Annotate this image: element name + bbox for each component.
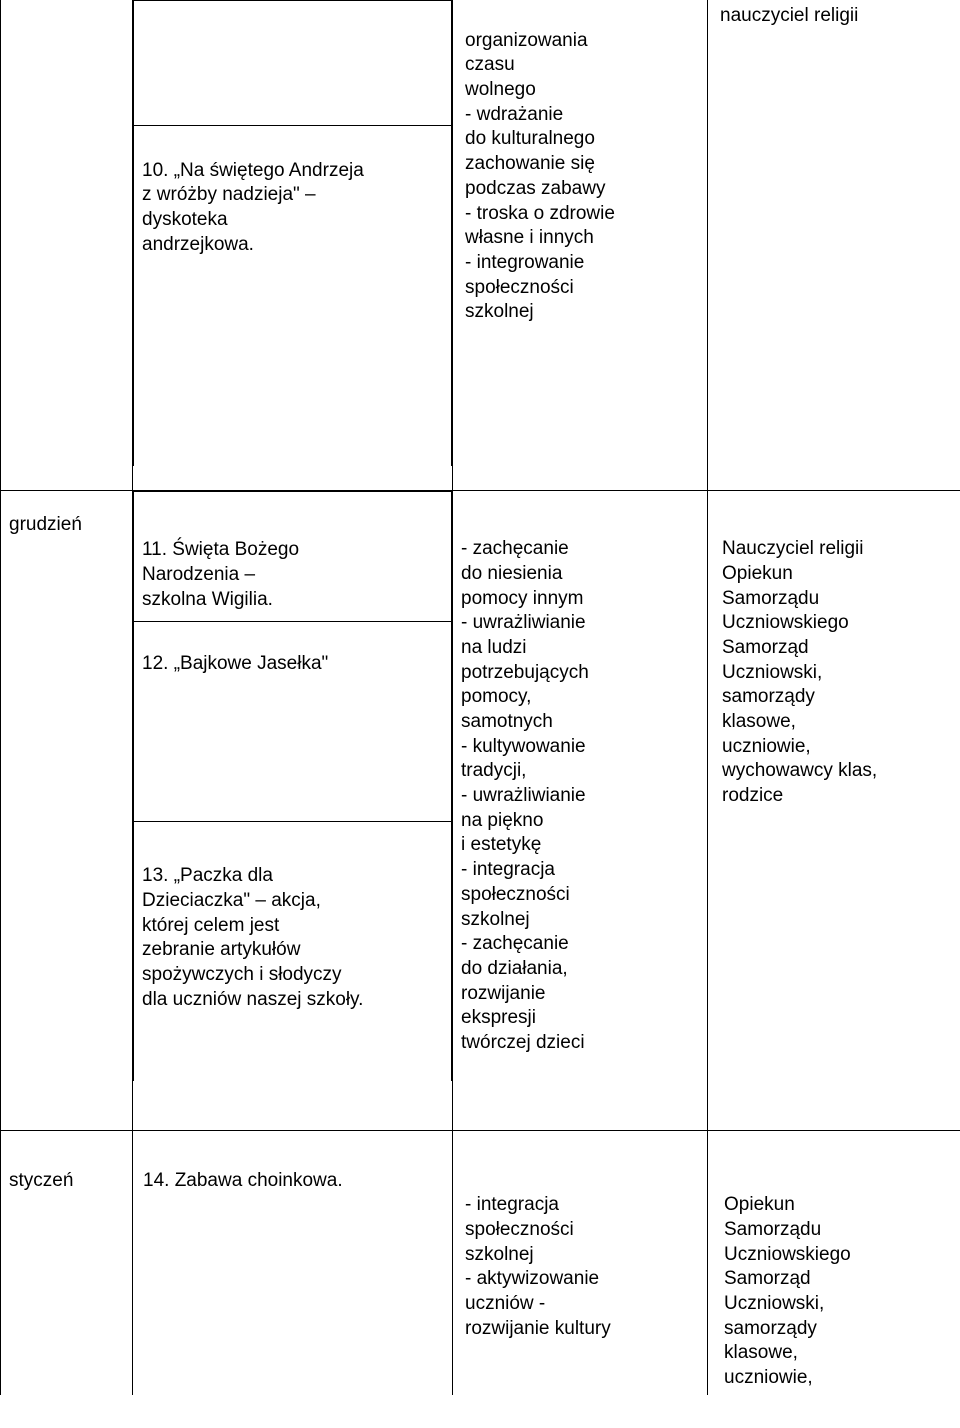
activity-item [134, 1, 452, 126]
table-row: 10. „Na świętego Andrzeja z wróżby nadzi… [1, 0, 960, 490]
month-label: grudzień [9, 514, 82, 535]
responsible-text: Opiekun Samorządu Uczniowskiego Samorząd… [724, 1194, 851, 1388]
activity-cell: 11. Święta Bożego Narodzenia – szkolna W… [133, 490, 453, 1130]
goals-cell: - integracja społeczności szkolnej - akt… [453, 1130, 708, 1395]
responsible-cell: nauczyciel religii [708, 0, 960, 490]
activity-item: 13. „Paczka dla Dzieciaczka" – akcja, kt… [134, 821, 452, 1081]
activity-item: 10. „Na świętego Andrzeja z wróżby nadzi… [134, 126, 452, 466]
responsible-cell: Nauczyciel religii Opiekun Samorządu Ucz… [708, 490, 960, 1130]
document-table: 10. „Na świętego Andrzeja z wróżby nadzi… [0, 0, 960, 1395]
activity-text: 11. Święta Bożego Narodzenia – szkolna W… [142, 539, 299, 609]
responsible-text: nauczyciel religii [720, 5, 858, 26]
activity-text: 14. Zabawa choinkowa. [143, 1170, 343, 1191]
activity-inner-table: 11. Święta Bożego Narodzenia – szkolna W… [133, 491, 452, 1082]
activity-text: 10. „Na świętego Andrzeja z wróżby nadzi… [142, 160, 364, 255]
activity-inner-table: 10. „Na świętego Andrzeja z wróżby nadzi… [133, 0, 452, 466]
responsible-cell: Opiekun Samorządu Uczniowskiego Samorząd… [708, 1130, 960, 1395]
activity-item: 11. Święta Bożego Narodzenia – szkolna W… [134, 491, 452, 621]
activity-text: 12. „Bajkowe Jasełka" [142, 653, 328, 674]
table-row: grudzień 11. Święta Bożego Narodzenia – … [1, 490, 960, 1130]
month-cell: grudzień [1, 490, 133, 1130]
activity-cell: 10. „Na świętego Andrzeja z wróżby nadzi… [133, 0, 453, 490]
month-cell [1, 0, 133, 490]
responsible-text: Nauczyciel religii Opiekun Samorządu Ucz… [722, 538, 877, 806]
goals-cell: - zachęcanie do niesienia pomocy innym -… [453, 490, 708, 1130]
activity-cell: 14. Zabawa choinkowa. [133, 1130, 453, 1395]
goals-cell: organizowania czasu wolnego - wdrażanie … [453, 0, 708, 490]
goals-text: organizowania czasu wolnego - wdrażanie … [465, 30, 615, 323]
activity-text: 13. „Paczka dla Dzieciaczka" – akcja, kt… [142, 865, 363, 1009]
goals-text: - integracja społeczności szkolnej - akt… [465, 1194, 611, 1338]
goals-text: - zachęcanie do niesienia pomocy innym -… [461, 538, 589, 1053]
month-label: styczeń [9, 1170, 73, 1191]
month-cell: styczeń [1, 1130, 133, 1395]
activity-item: 12. „Bajkowe Jasełka" [134, 621, 452, 821]
table-row: styczeń 14. Zabawa choinkowa. - integrac… [1, 1130, 960, 1395]
